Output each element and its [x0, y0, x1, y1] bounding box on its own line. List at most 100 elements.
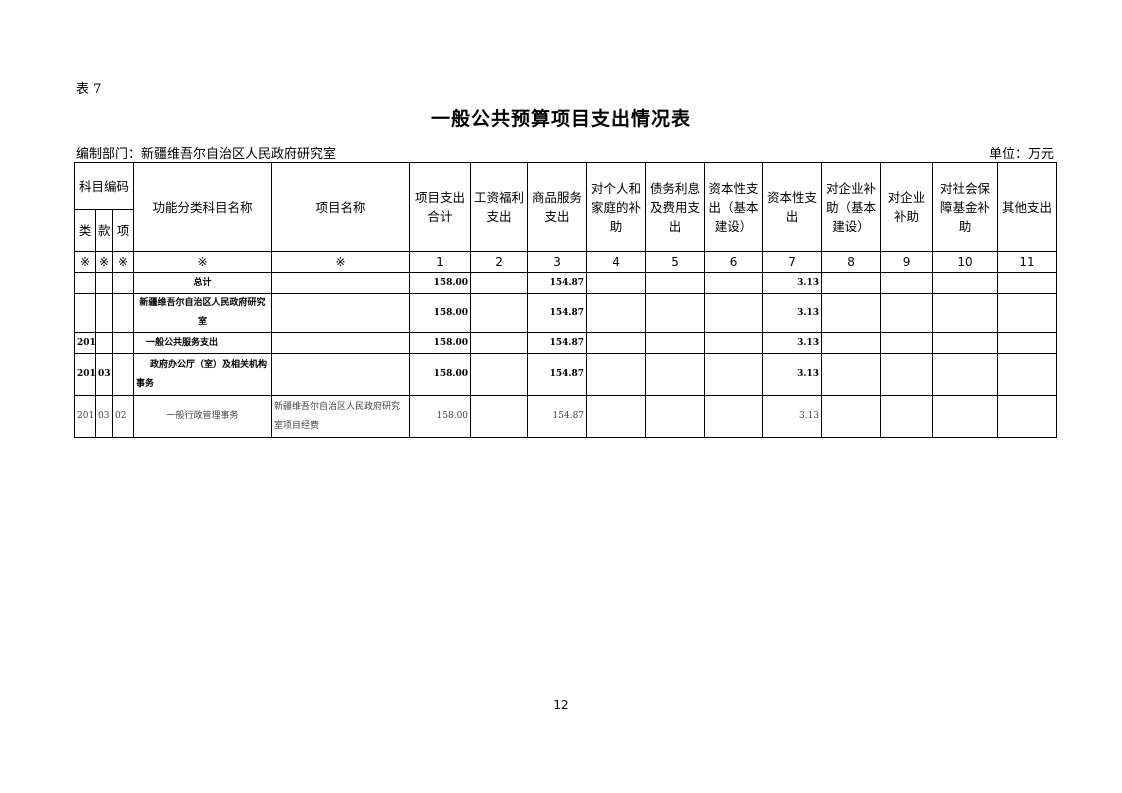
lei-cell	[74, 272, 96, 294]
column-index: 6	[704, 251, 764, 273]
value-cell: 158.00	[409, 272, 472, 294]
lei-cell: 201	[74, 332, 96, 354]
column-header: 资本性支出（基本建设）	[704, 162, 764, 252]
page-title: 一般公共预算项目支出情况表	[430, 108, 691, 130]
func-name-cell: 新疆维吾尔自治区人民政府研究室	[133, 293, 273, 333]
value-cell: 158.00	[409, 395, 472, 438]
column-header: 债务利息及费用支出	[645, 162, 706, 252]
column-header: 对企业补助（基本建设）	[821, 162, 882, 252]
value-cell: 3.13	[762, 293, 823, 333]
code-group-header: 科目编码	[73, 162, 135, 210]
value-cell	[586, 332, 647, 354]
func-name-cell: 总计	[133, 272, 273, 294]
column-index: 10	[932, 251, 999, 273]
project-name-cell	[271, 353, 411, 396]
xiang-cell	[111, 332, 135, 354]
value-cell	[821, 293, 882, 333]
xiang-header: 项	[111, 209, 135, 252]
department-label: 编制部门：新疆维吾尔自治区人民政府研究室	[76, 147, 337, 162]
value-cell: 154.87	[527, 272, 588, 294]
table-row: 201 03 02 一般行政管理事务 新疆维吾尔自治区人民政府研究室项目经费 158.00…	[74, 395, 1058, 438]
column-index: ※	[111, 251, 135, 273]
value-cell	[932, 272, 999, 294]
value-cell	[880, 272, 934, 294]
unit-label: 单位：万元	[988, 147, 1054, 162]
value-cell	[880, 353, 934, 396]
budget-table: 科目编码 功能分类科目名称 项目名称 项目支出合计 工资福利支出 商品服务支出 对个人和家庭…	[73, 162, 1058, 438]
value-cell	[586, 353, 647, 396]
value-cell	[586, 293, 647, 333]
value-cell	[997, 395, 1058, 438]
kuan-cell	[95, 272, 113, 294]
value-cell: 158.00	[409, 293, 472, 333]
xiang-cell	[111, 353, 135, 396]
value-cell	[997, 293, 1058, 333]
column-index: 8	[821, 251, 882, 273]
column-index: 7	[762, 251, 823, 273]
column-header: 对社会保障基金补助	[932, 162, 999, 252]
value-cell	[932, 293, 999, 333]
column-index: 3	[527, 251, 588, 273]
lei-header: 类	[74, 209, 96, 252]
value-cell	[470, 272, 529, 294]
value-cell: 3.13	[762, 332, 823, 354]
value-cell	[880, 395, 934, 438]
table-row: 新疆维吾尔自治区人民政府研究室 158.00 154.87 3.13	[74, 293, 1058, 333]
table-row: 总计 158.00 154.87 3.13	[74, 272, 1058, 294]
page-number: 12	[553, 698, 569, 712]
column-header: 工资福利支出	[470, 162, 529, 252]
column-header: 商品服务支出	[527, 162, 588, 252]
column-index: ※	[95, 251, 113, 273]
value-cell	[645, 293, 706, 333]
value-cell	[704, 293, 764, 333]
value-cell: 3.13	[762, 272, 823, 294]
column-index: 5	[645, 251, 706, 273]
column-header: 资本性支出	[762, 162, 823, 252]
value-cell	[704, 272, 764, 294]
value-cell	[645, 353, 706, 396]
value-cell	[586, 272, 647, 294]
value-cell: 3.13	[762, 353, 823, 396]
value-cell	[645, 272, 706, 294]
project-name-cell	[271, 272, 411, 294]
value-cell	[932, 395, 999, 438]
value-cell	[704, 353, 764, 396]
value-cell	[645, 332, 706, 354]
kuan-cell: 03	[95, 395, 113, 438]
value-cell: 3.13	[762, 395, 823, 438]
kuan-cell	[95, 332, 113, 354]
value-cell: 154.87	[527, 353, 588, 396]
column-index: ※	[133, 251, 273, 273]
value-cell	[704, 332, 764, 354]
kuan-header: 款	[95, 209, 113, 252]
value-cell: 154.87	[527, 293, 588, 333]
value-cell: 158.00	[409, 332, 472, 354]
lei-cell: 201	[74, 395, 96, 438]
func-name-cell: 一般公共服务支出	[133, 332, 273, 354]
xiang-cell	[111, 293, 135, 333]
func-name-cell: 一般行政管理事务	[133, 395, 273, 438]
kuan-cell: 03	[95, 353, 113, 396]
column-index: ※	[271, 251, 411, 273]
table-label: 表 7	[76, 82, 102, 97]
table-row: 201 一般公共服务支出 158.00 154.87 3.13	[74, 332, 1058, 354]
value-cell	[821, 272, 882, 294]
value-cell	[821, 332, 882, 354]
value-cell	[932, 332, 999, 354]
project-name-cell	[271, 293, 411, 333]
column-index: 1	[409, 251, 472, 273]
func-name-cell: 政府办公厅（室）及相关机构事务	[133, 353, 273, 396]
value-cell	[880, 293, 934, 333]
value-cell: 154.87	[527, 395, 588, 438]
value-cell	[997, 332, 1058, 354]
value-cell	[470, 395, 529, 438]
column-header: 项目支出合计	[409, 162, 472, 252]
value-cell	[880, 332, 934, 354]
column-header: 对企业补助	[880, 162, 934, 252]
column-index: 11	[997, 251, 1058, 273]
value-cell	[470, 293, 529, 333]
value-cell	[645, 395, 706, 438]
project-name-cell: 新疆维吾尔自治区人民政府研究室项目经费	[271, 395, 411, 438]
value-cell	[704, 395, 764, 438]
column-index: ※	[74, 251, 96, 273]
